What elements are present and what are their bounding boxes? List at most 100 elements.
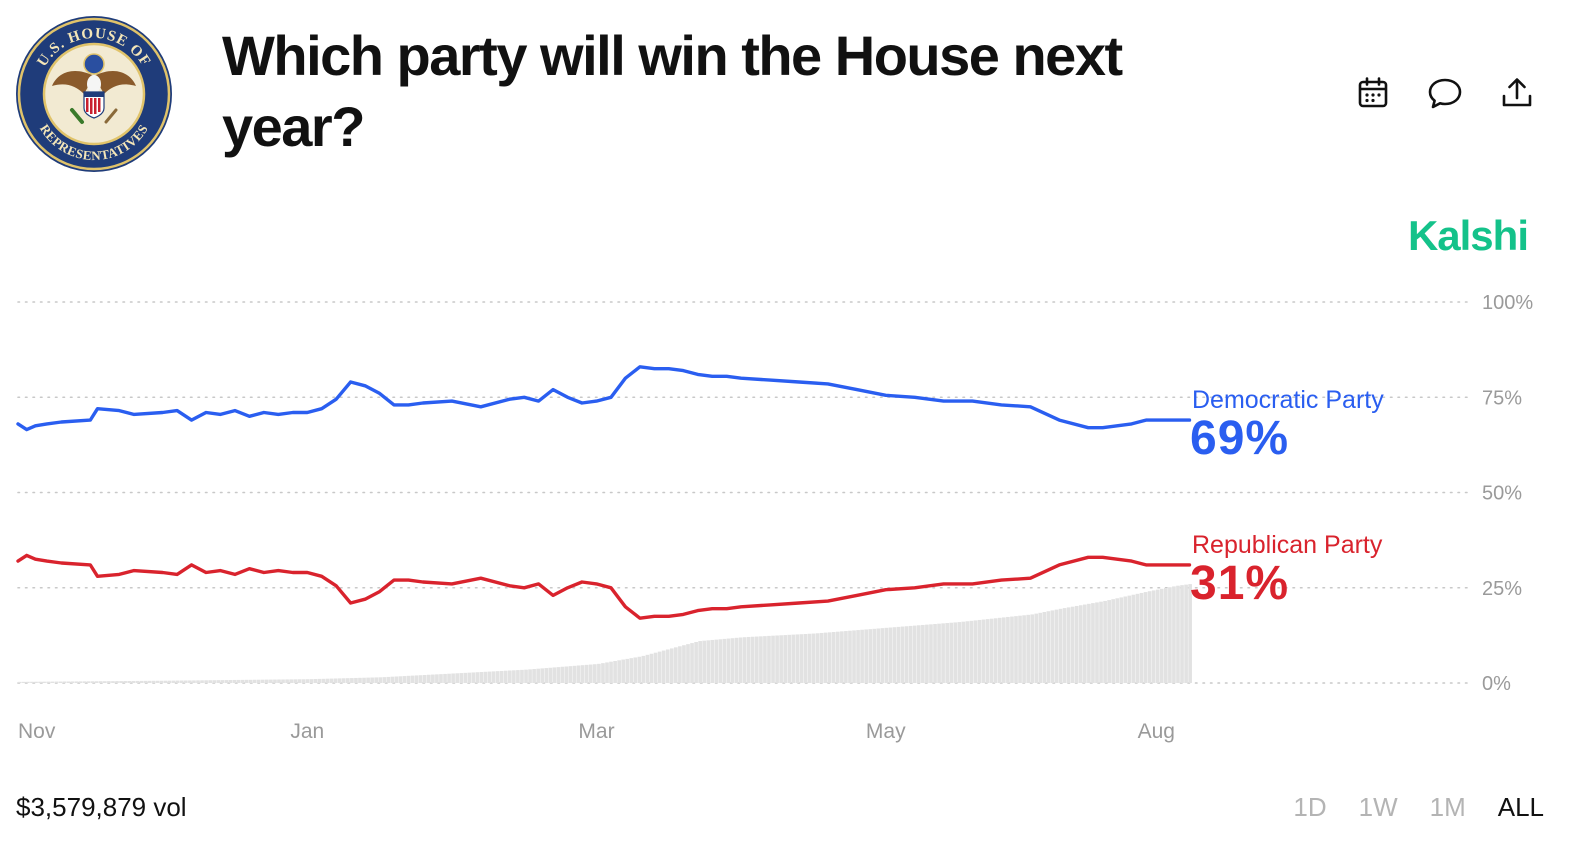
volume-bar [779,635,783,683]
volume-bar [637,656,642,683]
volume-bar [750,636,755,683]
volume-bar [163,680,168,683]
volume-bar [414,675,419,683]
volume-bar [524,669,528,683]
volume-bar [46,681,50,683]
series-value-label: 69% [1190,412,1289,465]
volume-bar [564,666,569,683]
volume-bar [1095,602,1099,683]
volume-bar [341,678,346,683]
volume-bar [908,625,913,683]
volume-bar [690,643,694,683]
volume-bar [119,681,123,683]
volume-bar [544,668,549,683]
volume-bar [868,629,873,683]
volume-bar [742,637,747,683]
volume-bar [216,680,221,683]
volume-bar [645,654,650,683]
volume-bar [726,638,731,683]
volume-bar [649,653,654,683]
y-tick-label: 50% [1482,483,1522,505]
volume-bar [1172,586,1176,683]
comment-button[interactable] [1426,74,1464,112]
volume-bar [38,681,42,683]
calendar-button[interactable] [1354,74,1392,112]
volume-bar [143,680,148,683]
volume-bar [297,679,302,683]
range-1m-button[interactable]: 1M [1429,792,1466,822]
volume-bar [674,647,678,683]
volume-bar [479,672,484,683]
market-title: Which party will win the House next year… [222,24,1123,159]
volume-bar [560,666,565,683]
volume-bar [933,624,937,683]
volume-bar [763,636,767,683]
volume-bar [309,679,314,683]
volume-bar [698,641,702,683]
volume-bar [892,627,897,683]
share-button[interactable] [1498,74,1536,112]
volume-bar [175,680,180,683]
volume-bar [22,681,26,683]
series-name-label: Republican Party [1192,531,1383,559]
volume-bar [269,679,273,683]
volume-bar [641,655,646,683]
volume-bar [439,674,443,683]
volume-bar [240,679,245,683]
volume-bar [260,679,265,683]
volume-bar [333,678,338,683]
volume-bar [483,671,488,683]
volume-bar [969,620,974,683]
volume-bar [856,630,860,683]
volume-bar [722,638,727,683]
volume-text: $3,579,879 vol [16,792,187,822]
volume-bar [1070,606,1075,683]
volume-bar [568,666,573,683]
volume-bar [657,651,662,683]
volume-bar [1139,592,1144,683]
volume-bar [912,625,917,683]
range-1w-button[interactable]: 1W [1358,792,1398,822]
volume-bar [811,633,816,683]
series-value-label: 31% [1190,557,1289,610]
volume-bar [115,681,119,683]
volume-bar [1143,592,1148,683]
volume-bar [584,664,589,683]
volume-bar [358,677,362,683]
volume-bar [34,681,38,683]
volume-bar [678,646,682,683]
volume-bar [499,670,504,683]
volume-bar [346,678,350,683]
volume-bar [256,679,261,683]
range-1d-button[interactable]: 1D [1293,792,1327,822]
volume-bar [147,680,152,683]
volume-bar [305,679,310,683]
volume-bar [422,674,427,683]
volume-bar [714,639,719,683]
volume-bar [139,680,144,683]
volume-bar [848,630,852,683]
kalshi-logo: Kalshi [1407,212,1529,259]
volume-bar [916,625,921,683]
volume-bar [1050,610,1055,683]
volume-bar [179,680,184,683]
volume-bar [1168,587,1172,683]
volume-bar [613,661,617,683]
volume-bar [204,680,208,683]
volume-bar [362,677,366,683]
series-line-democratic [16,365,1192,432]
volume-bar [184,680,188,683]
volume-bar [661,650,666,683]
volume-bar [82,681,87,683]
volume-bar [459,673,464,683]
volume-bar [783,635,788,683]
volume-bar [1107,600,1111,683]
volume-bar [293,679,298,683]
volume-bar [431,674,435,683]
volume-bar [815,633,820,683]
volume-bar [617,660,621,683]
volume-bar [78,681,83,683]
volume-bar [1127,595,1132,683]
volume-bar [1066,607,1071,683]
range-all-button[interactable]: ALL [1497,792,1544,822]
